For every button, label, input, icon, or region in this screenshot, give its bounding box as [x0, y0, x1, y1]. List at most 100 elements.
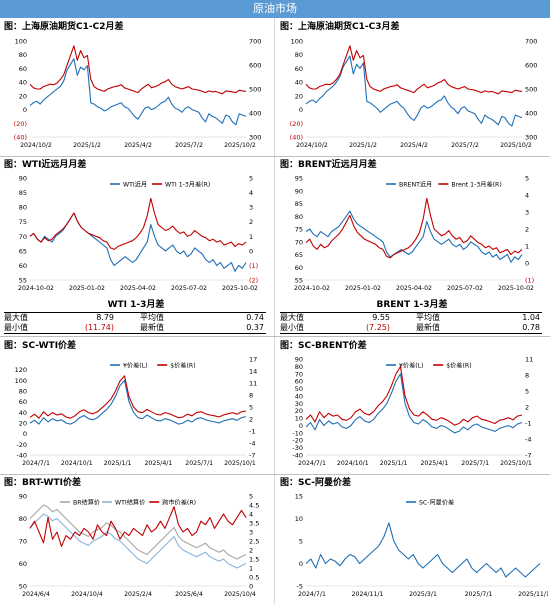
- chart-c6-ytick-right: 8: [525, 372, 529, 380]
- chart-c1-ytick-right: 400: [249, 110, 261, 118]
- chart-c8-xtick: 2025/3/1: [409, 591, 437, 598]
- chart-c6-ytick-left: -10: [292, 429, 303, 437]
- chart-c1-ytick-left: (20): [14, 120, 27, 128]
- chart-c5-legend-label: $价差(R): [170, 362, 195, 370]
- chart-c7-xtick: 2024/10/4: [71, 591, 103, 598]
- chart-c6-ytick-left: 50: [295, 385, 303, 393]
- stat-value: 8.79: [96, 313, 114, 322]
- chart-c1-xtick: 2025/7/2: [175, 142, 203, 149]
- chart-c6-ytick-right: -1: [525, 420, 531, 428]
- chart-c7-ytick-left: 60: [19, 560, 27, 568]
- chart-c3-xtick: 2025-07-02: [171, 285, 207, 292]
- chart-c5-series-1: [29, 379, 247, 425]
- chart-c7-ytick-left: 70: [19, 538, 27, 546]
- chart-c2-ytick-left: 40: [295, 79, 303, 87]
- chart-c4-ytick-left: 80: [295, 213, 303, 221]
- chart-c7-series-3: [29, 506, 247, 547]
- chart-c3-legend-label: WTI近月: [123, 181, 147, 189]
- chart-c3-ytick-left: 60: [19, 262, 27, 270]
- chart-c4-ytick-left: 70: [295, 238, 303, 246]
- chart-c2-ytick-right: 400: [525, 110, 537, 118]
- stat-label: 最新值: [416, 323, 440, 332]
- chart-c7-ytick-right: 4: [249, 511, 253, 519]
- stats-table-wti: 最大值 8.79 平均值 0.74 最小值 (11.74) 最新值 0.37: [4, 312, 266, 334]
- chart-c7-ytick-left: 80: [19, 515, 27, 523]
- chart-c1-ytick-left: 20: [19, 92, 27, 100]
- chart-c1-ytick-right: 300: [249, 134, 261, 142]
- chart-c2-xtick: 2025/1/2: [349, 142, 377, 149]
- chart-c4-xtick: 2025-04-02: [396, 285, 432, 292]
- chart-c4-ytick-left: 90: [295, 187, 303, 195]
- chart-c1-series-2: [29, 45, 247, 95]
- chart-c6-ytick-left: 30: [295, 400, 303, 408]
- chart-c3-series-1: [29, 212, 247, 272]
- chart-c3-ytick-left: 65: [19, 247, 27, 255]
- chart-c2-ytick-left: (40): [290, 134, 303, 142]
- chart-c6-ytick-right: 11: [525, 356, 533, 364]
- chart-c2-ytick-right: 600: [525, 62, 537, 70]
- chart-c4-xtick: 2025-01-02: [345, 285, 381, 292]
- stat-label: 平均值: [416, 313, 440, 322]
- chart-c2-ytick-right: 500: [525, 86, 537, 94]
- chart-c8-xtick: 2024/11/1: [352, 591, 384, 598]
- chart-c1-ytick-right: 500: [249, 86, 261, 94]
- chart-c5-xtick: 2024/7/1: [22, 460, 50, 467]
- chart-c5-ytick-left: 40: [19, 409, 27, 417]
- chart-c7-ytick-right: 2: [249, 547, 253, 555]
- chart-c8: -5 0 5 10 15 2024/7/1 2024/11/1 2025/3/1 2025/7/…: [276, 490, 548, 602]
- chart-c8-xtick: 2025/11/1: [518, 591, 548, 598]
- chart-c5-xtick: 2025/10/1: [224, 460, 256, 467]
- chart-c4-ytick-right: 4: [525, 192, 529, 200]
- section-title-c3: 图：WTI近远月月差: [4, 160, 87, 170]
- chart-c7-series-1: [29, 504, 247, 560]
- chart-c5-xtick: 2025/7/1: [185, 460, 213, 467]
- chart-c8-ytick-left: 0: [299, 560, 303, 568]
- stat-value: 1.04: [522, 313, 540, 322]
- row-divider: [0, 336, 550, 337]
- chart-c8-ytick-left: 15: [295, 493, 303, 501]
- chart-c4-ytick-left: 55: [295, 277, 303, 285]
- chart-c5-ytick-left: 60: [19, 398, 27, 406]
- chart-c7-xtick: 2025/6/4: [175, 591, 203, 598]
- section-title-c7: 图：BRT-WTI价差: [4, 478, 81, 488]
- chart-c5-legend-label: ¥价差(L): [123, 362, 148, 370]
- chart-c6-ytick-left: 60: [295, 378, 303, 386]
- chart-c7-ytick-right: 3: [249, 529, 253, 537]
- chart-c1-ytick-left: 40: [19, 79, 27, 87]
- chart-c8-ytick-left: -5: [297, 583, 303, 591]
- chart-c7-ytick-right: 2.5: [249, 538, 259, 546]
- chart-c4-ytick-right: 1: [525, 243, 529, 251]
- chart-c7-ytick-left: 90: [19, 493, 27, 501]
- row-divider: [0, 156, 550, 157]
- chart-c3-ytick-left: 75: [19, 218, 27, 226]
- chart-c7-legend-label: 跨市价差(R): [162, 499, 196, 507]
- chart-c2-xtick: 2025/10/2: [500, 142, 532, 149]
- chart-c3-ytick-left: 90: [19, 175, 27, 183]
- chart-c3-ytick-right: 1: [249, 233, 253, 241]
- chart-c1-ytick-left: 60: [19, 65, 27, 73]
- chart-c1-ytick-left: 100: [15, 38, 27, 46]
- chart-c4-ytick-left: 65: [295, 251, 303, 259]
- chart-c6-ytick-left: -40: [292, 452, 303, 460]
- chart-c6-series-1: [305, 373, 523, 434]
- chart-c3-ytick-right: (2): [249, 277, 258, 285]
- chart-c6: -40 -30 -20 -10 0 10 20 30 40 50 60 70 80 90 -7 -4 -1 2 5 8…: [276, 353, 548, 471]
- chart-c6-xtick: 2024/10/1: [337, 460, 369, 467]
- chart-c5-ytick-left: -40: [16, 452, 27, 460]
- chart-c1-xtick: 2024/10/2: [20, 142, 52, 149]
- chart-c1-ytick-left: 80: [19, 51, 27, 59]
- chart-c3-ytick-left: 55: [19, 277, 27, 285]
- chart-c3-ytick-left: 70: [19, 233, 27, 241]
- chart-c1: (40) (20) 0 20 40 60 80 100 300 400 500 600 700 2024/…: [0, 35, 272, 153]
- section-title-c5: 图：SC-WTI价差: [4, 341, 77, 351]
- chart-c2-xtick: 2025/4/2: [400, 142, 428, 149]
- section-title-c1: 图：上海原油期货C1-C2月差: [4, 22, 124, 32]
- chart-c4: 55 60 65 70 75 80 85 90 95 (1) 0 1 2 3 4 5 2024-10-02 202…: [276, 172, 548, 296]
- chart-c5-ytick-right: -7: [249, 452, 255, 460]
- chart-c6-legend-label: $价差(R): [446, 362, 471, 370]
- chart-c7-ytick-right: 3.5: [249, 520, 259, 528]
- chart-c3-series-2: [29, 197, 247, 250]
- chart-c5-ytick-left: 80: [19, 388, 27, 396]
- chart-c4-ytick-left: 60: [295, 264, 303, 272]
- chart-c2-series-1: [305, 55, 523, 127]
